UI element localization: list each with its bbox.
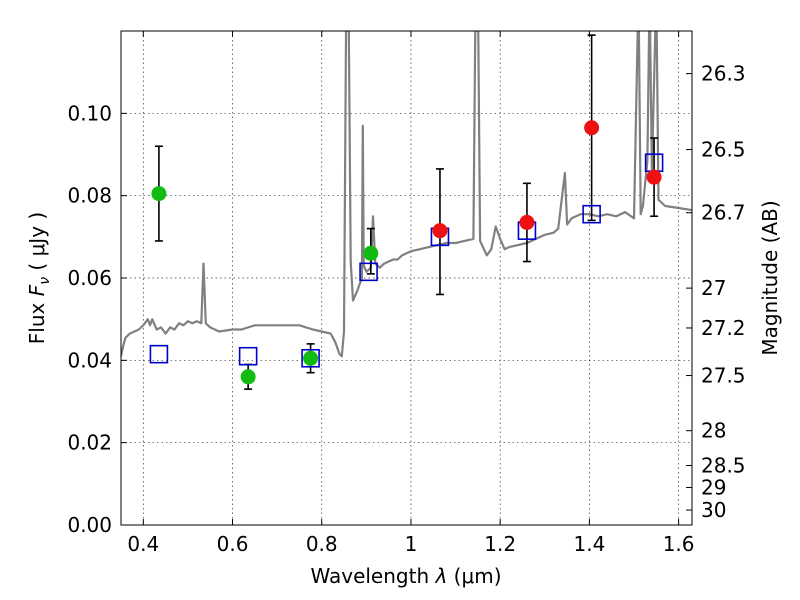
x-tick-label: 1.2: [484, 532, 516, 556]
y-tick-label: 0.06: [67, 266, 112, 290]
y-tick-label: 0.08: [67, 184, 112, 208]
y2-tick-label: 27.5: [701, 364, 746, 388]
y2-tick-label: 30: [701, 498, 726, 522]
y2-axis-label: Magnitude (AB): [758, 200, 782, 355]
y2-tick-label: 28.5: [701, 453, 746, 477]
x-axis-label: Wavelength λ (μm): [310, 564, 501, 588]
blue-square-point: [238, 346, 258, 366]
red-data-point: [646, 169, 662, 185]
x-axis-ticks: 0.4 0.6 0.8 1 1.2 1.4 1.6: [127, 31, 695, 556]
data-markers: [149, 120, 664, 385]
y2-tick-label: 26.3: [701, 62, 746, 86]
y2-tick-label: 27.2: [701, 316, 746, 340]
blue-square-point: [301, 348, 320, 368]
y2-tick-label: 26.7: [701, 201, 746, 225]
y-tick-label: 0.10: [67, 101, 112, 125]
green-data-point: [363, 245, 379, 261]
green-data-point: [303, 350, 319, 366]
blue-square-point: [582, 204, 601, 224]
y2-tick-label: 28: [701, 419, 726, 443]
red-data-point: [519, 214, 535, 230]
blue-square-point: [359, 262, 378, 282]
y-tick-label: 0.04: [67, 348, 112, 372]
x-tick-label: 1: [405, 532, 418, 556]
grid-lines: [121, 31, 692, 526]
green-data-point: [151, 186, 167, 202]
green-data-point: [240, 369, 256, 385]
blue-square-point: [149, 344, 169, 364]
y-axis-label: Flux Fν ( μJy ): [25, 212, 53, 344]
red-data-point: [432, 223, 448, 239]
x-tick-label: 0.4: [127, 532, 159, 556]
x-tick-label: 0.6: [217, 532, 249, 556]
x-tick-label: 0.8: [306, 532, 338, 556]
y2-tick-label: 26.5: [701, 138, 746, 162]
y-axis-ticks: 0.00 0.02 0.04 0.06 0.08 0.10: [67, 101, 127, 537]
model-spectrum-line: [121, 31, 692, 358]
x-tick-label: 1.4: [573, 532, 605, 556]
y-tick-label: 0.02: [67, 431, 112, 455]
y-tick-label: 0.00: [67, 513, 112, 537]
y2-tick-label: 27: [701, 276, 726, 300]
model-spectrum: [121, 31, 692, 358]
y2-tick-label: 29: [701, 475, 726, 499]
x-tick-label: 1.6: [663, 532, 695, 556]
red-data-point: [584, 120, 600, 136]
